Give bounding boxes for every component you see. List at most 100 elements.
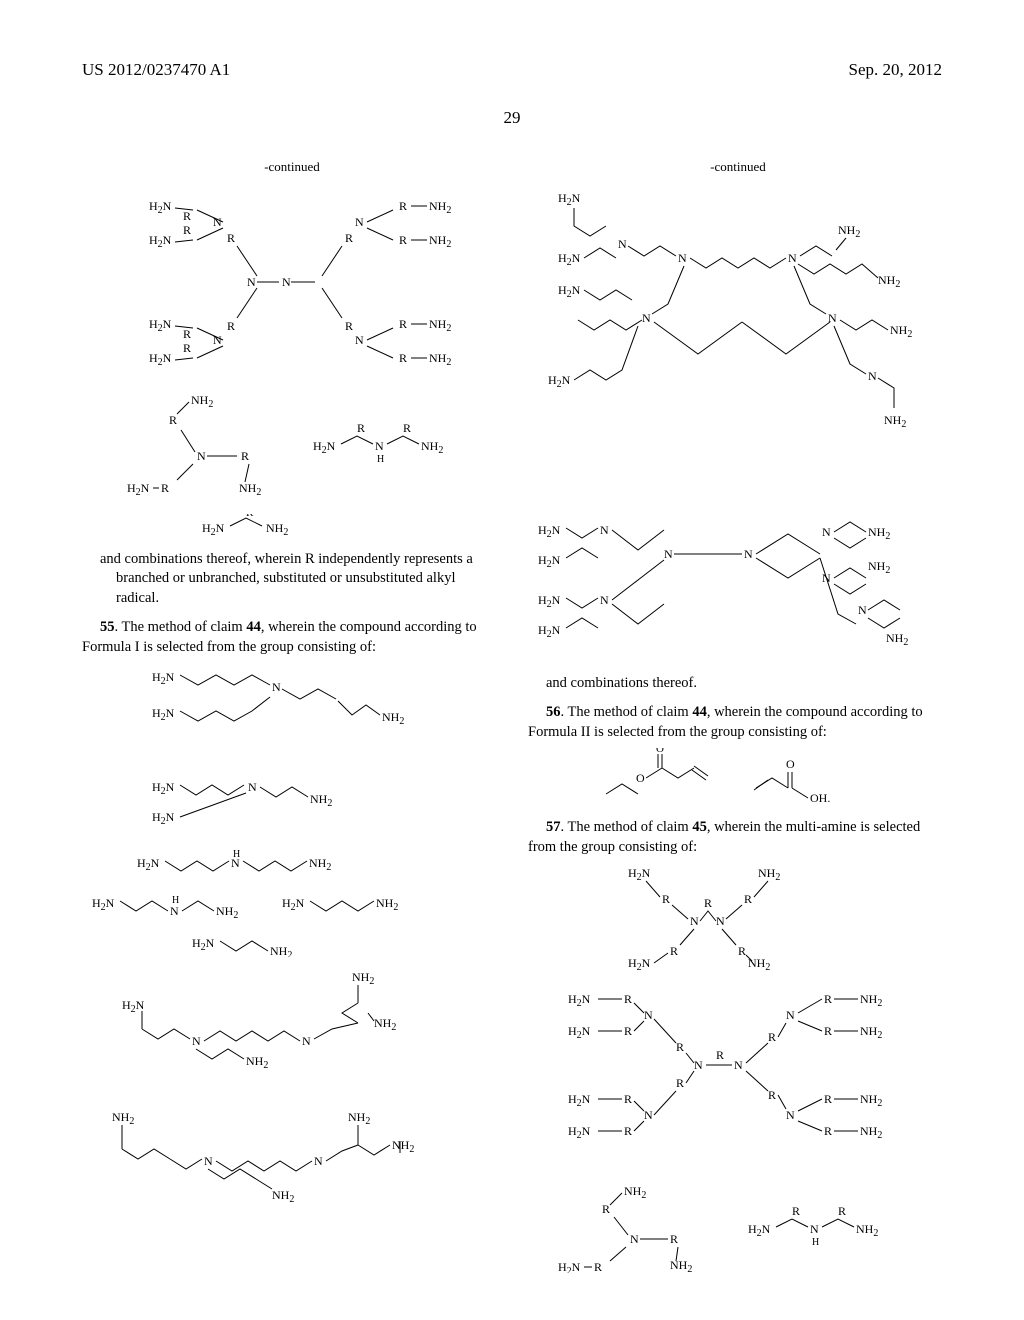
svg-text:NH2: NH2	[860, 1124, 882, 1141]
svg-text:N: N	[375, 439, 384, 453]
svg-text:N: N	[694, 1058, 703, 1072]
svg-text:H: H	[233, 849, 240, 860]
svg-text:R: R	[594, 1260, 602, 1273]
svg-text:H2N: H2N	[558, 251, 581, 268]
claim-56-ref: 44	[692, 704, 707, 720]
svg-text:R: R	[824, 1124, 832, 1138]
svg-text:NH2: NH2	[868, 525, 890, 542]
svg-text:R: R	[768, 1088, 776, 1102]
svg-text:NH2: NH2	[310, 792, 332, 809]
svg-text:N: N	[204, 1154, 213, 1168]
svg-text:NH2: NH2	[758, 866, 780, 883]
svg-text:H2N: H2N	[149, 233, 172, 250]
structure-linear-triamine: H2N NH NH2	[137, 849, 447, 879]
svg-text:NH2: NH2	[246, 1054, 268, 1071]
svg-text:H: H	[172, 895, 179, 906]
svg-text:NH2: NH2	[270, 944, 292, 957]
svg-text:R: R	[227, 231, 235, 245]
svg-text:R: R	[241, 449, 249, 463]
svg-text:H2N: H2N	[282, 896, 305, 913]
svg-text:N: N	[600, 523, 609, 537]
claim-57-text: . The method of claim	[561, 819, 693, 835]
svg-text:R: R	[227, 319, 235, 333]
claim-57-ref: 45	[692, 819, 707, 835]
structure-generic-triamine-and-linear: N RNH2 R R H2N NH2 H2N R NH R NH2	[558, 1183, 918, 1273]
structure-generic-tetraamine: H2NNH2 R R N N R R R H2N NH2	[618, 863, 858, 973]
structure-dendrimer-condensed: H2NN H2N N H2NN H2N N N NH2 N NH2 N NH2	[538, 514, 938, 664]
svg-text:R: R	[345, 231, 353, 245]
svg-text:NH2: NH2	[272, 1188, 294, 1205]
svg-text:N: N	[690, 914, 699, 928]
claim-57: 57. The method of claim 45, wherein the …	[528, 818, 948, 857]
svg-text:N: N	[618, 237, 627, 251]
svg-text:H2N: H2N	[538, 523, 561, 540]
svg-text:R: R	[399, 317, 407, 331]
svg-text:NH2: NH2	[860, 1092, 882, 1109]
svg-text:H2N: H2N	[149, 351, 172, 368]
svg-text:NH2: NH2	[886, 631, 908, 648]
svg-text:N: N	[355, 215, 364, 229]
svg-text:N: N	[822, 525, 831, 539]
svg-text:R: R	[676, 1040, 684, 1054]
svg-text:N: N	[192, 1034, 201, 1048]
svg-text:R: R	[676, 1076, 684, 1090]
svg-text:R: R	[824, 1092, 832, 1106]
svg-text:H2N: H2N	[137, 856, 160, 873]
svg-text:N: N	[810, 1222, 819, 1236]
svg-text:N: N	[314, 1154, 323, 1168]
doc-date: Sep. 20, 2012	[849, 60, 943, 80]
svg-text:N: N	[716, 914, 725, 928]
svg-text:N: N	[644, 1008, 653, 1022]
svg-text:R: R	[183, 327, 191, 341]
svg-text:H2N: H2N	[538, 553, 561, 570]
svg-text:N: N	[248, 780, 257, 794]
svg-text:R: R	[183, 223, 191, 237]
structure-large-dendrimer: H2N H2N N H2N N N NH2 NH2 N H2N N NH2 N …	[538, 184, 938, 504]
svg-text:NH2: NH2	[838, 223, 860, 240]
doc-number: US 2012/0237470 A1	[82, 60, 230, 80]
svg-text:NH2: NH2	[884, 413, 906, 430]
svg-text:N: N	[788, 251, 797, 265]
svg-text:R: R	[345, 319, 353, 333]
structure-tetramine-2: NH2 NH2 NH2 N N NH2	[112, 1107, 472, 1247]
claim-55-num: 55	[100, 619, 115, 635]
svg-text:NH2: NH2	[868, 559, 890, 576]
svg-text:NH2: NH2	[429, 317, 451, 334]
svg-text:NH2: NH2	[890, 323, 912, 340]
combinations-note-right: and combinations thereof.	[528, 674, 948, 694]
svg-text:R: R	[792, 1204, 800, 1218]
svg-text:NH2: NH2	[376, 896, 398, 913]
svg-text:H2N: H2N	[568, 1124, 591, 1141]
svg-text:N: N	[630, 1232, 639, 1246]
svg-text:R: R	[602, 1202, 610, 1216]
svg-text:R: R	[399, 199, 407, 213]
svg-text:NH2: NH2	[670, 1258, 692, 1273]
svg-text:N: N	[170, 904, 179, 918]
svg-text:H2N: H2N	[152, 706, 175, 723]
svg-text:H2N: H2N	[92, 896, 115, 913]
svg-text:H2N: H2N	[568, 1092, 591, 1109]
svg-text:R: R	[183, 341, 191, 355]
svg-text:NH2: NH2	[309, 856, 331, 873]
svg-text:H2N: H2N	[548, 373, 571, 390]
svg-text:R: R	[183, 209, 191, 223]
svg-text:H2N: H2N	[192, 936, 215, 953]
svg-text:H2N: H2N	[628, 866, 651, 883]
svg-text:NH2: NH2	[382, 710, 404, 727]
svg-text:H2N: H2N	[122, 998, 145, 1015]
svg-text:R: R	[744, 892, 752, 906]
svg-text:R: R	[662, 892, 670, 906]
svg-text:H2N: H2N	[313, 439, 336, 456]
svg-text:H2N: H2N	[152, 810, 175, 827]
structure-tetramine-1: NH2 H2N N N NH2 NH2	[122, 967, 462, 1097]
claim-56-text: . The method of claim	[561, 704, 693, 720]
svg-text:N: N	[734, 1058, 743, 1072]
page-number: 29	[0, 108, 1024, 128]
svg-text:N: N	[868, 369, 877, 383]
structure-triamine-r: N RNH2 R R H2N NH2 H2N R NH R NH2	[127, 394, 457, 504]
svg-text:R: R	[403, 421, 411, 435]
svg-text:N: N	[744, 547, 753, 561]
claim-56-num: 56	[546, 704, 561, 720]
svg-text:R: R	[716, 1048, 724, 1062]
svg-text:H2N: H2N	[149, 317, 172, 334]
